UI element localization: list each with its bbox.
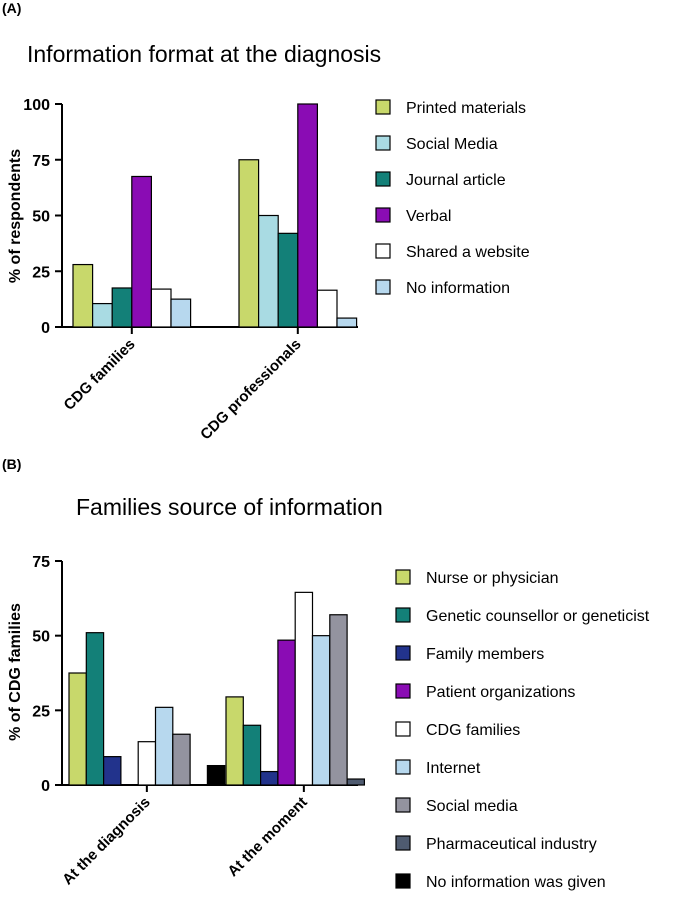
x-tick-label: At the moment	[224, 794, 310, 880]
y-tick-label: 0	[41, 320, 50, 337]
bar-nurse-or-physician-1	[225, 696, 244, 786]
bar-journal-article-1	[277, 232, 299, 328]
y-tick-label: 0	[41, 778, 50, 795]
legend-swatch	[395, 569, 411, 585]
legend-label: Patient organizations	[426, 684, 575, 701]
legend-swatch	[395, 797, 411, 813]
bar-shared-a-website-0	[150, 288, 172, 328]
panel-b-legend: Nurse or physician Genetic counsellor or …	[395, 569, 650, 891]
bar-nurse-or-physician-0	[68, 672, 87, 786]
legend-label: Journal article	[406, 172, 506, 189]
legend-label: No information	[406, 280, 510, 297]
legend-label: Genetic counsellor or geneticist	[426, 608, 650, 625]
x-tick-label: At the diagnosis	[59, 794, 154, 889]
y-tick-label: 75	[32, 153, 50, 170]
legend-label: No information was given	[426, 874, 606, 891]
panel-a-y-axis-label: % of respondents	[7, 149, 24, 283]
bar-verbal-0	[131, 175, 153, 328]
y-tick-label: 100	[23, 97, 50, 114]
bar-printed-materials-0	[72, 263, 94, 328]
panel-b-chart: (B) Families source of information % of …	[2, 456, 650, 891]
panel-b-title: Families source of information	[76, 494, 383, 520]
bar-no-information-1	[336, 317, 358, 328]
bar-social-media-1	[329, 614, 348, 786]
panel-b-y-axis-label: % of CDG families	[7, 603, 24, 741]
bar-genetic-counsellor-or-geneticist-0	[85, 632, 105, 786]
legend-label: Social Media	[406, 136, 498, 153]
bar-shared-a-website-1	[316, 289, 338, 328]
legend-label: Social media	[426, 798, 518, 815]
legend-swatch	[375, 135, 391, 151]
legend-swatch	[375, 279, 391, 295]
y-tick-label: 25	[32, 703, 50, 720]
panel-a-title: Information format at the diagnosis	[27, 41, 381, 67]
bar-internet-1	[311, 635, 331, 786]
bar-social-media-0	[172, 733, 191, 786]
panel-a-legend: Printed materials Social Media Journal art…	[375, 99, 530, 297]
bar-no-information-was-given-0	[206, 764, 226, 786]
legend-label: Nurse or physician	[426, 570, 559, 587]
panel-b-x-ticks: At the diagnosis At the moment	[59, 785, 311, 888]
legend-swatch	[395, 607, 411, 623]
y-tick-label: 50	[32, 209, 50, 226]
panel-a-bars	[72, 103, 358, 328]
bar-cdg-families-0	[137, 741, 157, 786]
bar-social-media-1	[258, 214, 279, 328]
panel-a-x-ticks: CDG families CDG professionals	[61, 327, 305, 443]
bar-internet-0	[154, 706, 174, 786]
bar-verbal-1	[297, 103, 318, 328]
legend-swatch	[395, 759, 411, 775]
legend-label: Shared a website	[406, 244, 530, 261]
bar-family-members-1	[260, 770, 279, 786]
legend-label: Internet	[426, 760, 481, 777]
legend-swatch	[395, 645, 411, 661]
x-tick-label: CDG families	[61, 336, 139, 414]
bar-journal-article-0	[111, 287, 133, 328]
legend-swatch	[375, 99, 391, 115]
x-tick-label: CDG professionals	[197, 336, 305, 444]
y-tick-label: 50	[32, 629, 50, 646]
legend-label: CDG families	[426, 722, 520, 739]
bar-cdg-families-1	[294, 591, 314, 786]
bar-family-members-0	[102, 756, 122, 786]
legend-label: Pharmaceutical industry	[426, 836, 597, 853]
bar-patient-organizations-1	[277, 639, 296, 786]
legend-label: Printed materials	[406, 100, 526, 117]
panel-a-label: (A)	[2, 0, 21, 16]
bar-social-media-0	[91, 302, 113, 328]
bar-genetic-counsellor-or-geneticist-1	[242, 724, 262, 786]
panel-a-chart: (A) Information format at the diagnosis …	[2, 0, 530, 443]
bar-no-information-0	[170, 298, 192, 328]
legend-swatch	[375, 207, 391, 223]
legend-label: Family members	[426, 646, 544, 663]
bar-printed-materials-1	[238, 159, 260, 328]
legend-swatch	[395, 683, 411, 699]
legend-swatch	[375, 171, 391, 187]
panel-b-label: (B)	[2, 456, 21, 472]
y-tick-label: 25	[32, 264, 50, 281]
panel-b-bars	[68, 591, 366, 786]
legend-label: Verbal	[406, 208, 451, 225]
legend-swatch	[395, 721, 411, 737]
legend-swatch	[375, 243, 391, 259]
y-tick-label: 75	[32, 554, 50, 571]
legend-swatch	[395, 873, 411, 889]
legend-swatch	[395, 835, 411, 851]
bar-pharmaceutical-industry-1	[346, 778, 366, 786]
